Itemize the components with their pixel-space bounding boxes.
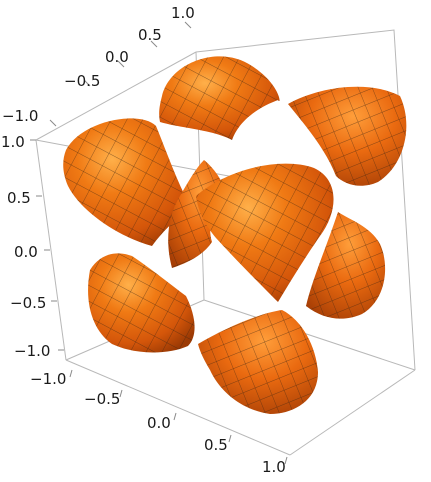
axis-bottom-tick-4: 1.0 [262,458,286,476]
surface-lobe-top-right [288,86,407,186]
axis-left-tick-3: −0.5 [10,294,46,312]
axis-bottom-tick-1: −0.5 [84,390,120,408]
box-front-left [35,139,67,361]
box-front-bottom [65,359,291,456]
axis-top-tick-3: −0.5 [64,72,100,90]
box-back-bottom-right [203,299,416,371]
surface-lobes [63,56,407,414]
axis-bottom-tick-2: 0.0 [147,414,171,432]
surface-lobe-bottom-left [88,253,195,353]
box-front-top [35,51,197,141]
axis-left-tick-2: 0.0 [14,243,38,261]
axis-left-labels: 1.0 0.5 0.0 −0.5 −1.0 [1,133,50,360]
axis-bottom-tick-3: 0.5 [204,436,228,454]
axis-top-tick-2: 0.0 [105,48,129,66]
surface-lobe-top [159,56,280,141]
surface-lobe-right [306,212,386,319]
axis-top-tick-0: 1.0 [171,4,195,22]
box-back-top [195,29,416,371]
surface-lobe-left [63,118,192,246]
surface-lobe-center [196,163,334,302]
axis-top-tick-4: −1.0 [2,107,38,125]
tick-marks [30,21,288,465]
axis-left-tick-0: 1.0 [1,133,25,151]
axis-top-tick-1: 0.5 [138,26,162,44]
axis-left-tick-4: −1.0 [14,342,50,360]
axis-top-labels: 1.0 0.5 0.0 −0.5 −1.0 [2,4,195,125]
axis-bottom-tick-0: −1.0 [30,370,66,388]
axis-left-tick-1: 0.5 [7,189,31,207]
surface-lobe-bottom [198,310,318,414]
box-front-right [289,369,416,456]
axis-bottom-labels: −1.0 −0.5 0.0 0.5 1.0 [30,370,286,476]
